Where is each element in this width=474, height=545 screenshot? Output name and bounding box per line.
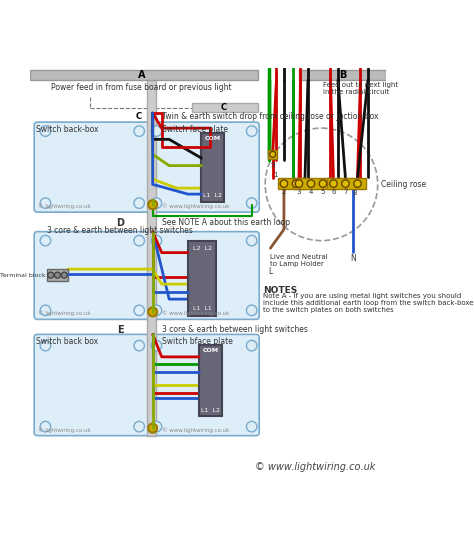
FancyBboxPatch shape [34, 335, 259, 435]
Circle shape [134, 235, 145, 246]
Text: Switch back-box: Switch back-box [36, 125, 99, 134]
Bar [299, 70, 386, 80]
Circle shape [134, 198, 145, 208]
Text: 3: 3 [297, 189, 301, 195]
Text: COM: COM [205, 136, 221, 141]
Text: E: E [117, 325, 124, 335]
Text: 3 core & earth between light switches: 3 core & earth between light switches [162, 325, 308, 335]
Circle shape [246, 421, 257, 432]
Text: © www.lightwiring.co.uk: © www.lightwiring.co.uk [162, 203, 229, 209]
Text: COM: COM [202, 348, 219, 353]
Text: 7: 7 [343, 189, 348, 195]
Bar [278, 178, 305, 189]
FancyBboxPatch shape [34, 232, 259, 319]
Bar [146, 80, 156, 435]
Text: Switch back box: Switch back box [36, 337, 99, 347]
Text: Ceiling rose: Ceiling rose [381, 180, 426, 189]
Circle shape [148, 200, 157, 209]
Text: 3 core & earth between light switches: 3 core & earth between light switches [47, 226, 193, 234]
Circle shape [342, 180, 349, 187]
Text: 6: 6 [331, 189, 336, 195]
Bar [191, 104, 258, 112]
Circle shape [134, 341, 145, 351]
Text: 8: 8 [353, 190, 357, 196]
Circle shape [292, 180, 300, 187]
Text: © www.lightwiring.co.uk: © www.lightwiring.co.uk [162, 311, 229, 317]
Text: N: N [350, 254, 356, 263]
Text: Twin & earth switch drop from ceiling rose or juction box: Twin & earth switch drop from ceiling ro… [162, 112, 378, 120]
Circle shape [134, 421, 145, 432]
Circle shape [40, 198, 51, 208]
Text: C: C [136, 112, 142, 120]
Circle shape [270, 152, 276, 158]
Circle shape [48, 272, 54, 278]
Bar [47, 269, 68, 281]
Text: © www.lightwiring.co.uk: © www.lightwiring.co.uk [162, 427, 229, 433]
Circle shape [307, 180, 315, 187]
Bar [201, 132, 224, 202]
Text: © www.lightwiring.co.uk: © www.lightwiring.co.uk [255, 462, 375, 471]
Circle shape [280, 180, 288, 187]
Circle shape [246, 305, 257, 316]
Circle shape [246, 198, 257, 208]
Text: 4: 4 [309, 189, 313, 195]
Circle shape [319, 180, 327, 187]
Text: Live and Neutral
to Lamp Holder: Live and Neutral to Lamp Holder [271, 254, 328, 267]
Text: A: A [137, 70, 145, 80]
Circle shape [151, 126, 162, 136]
Text: L: L [268, 267, 273, 276]
Text: NOTES: NOTES [263, 286, 297, 295]
Text: © lightwiring.co.uk: © lightwiring.co.uk [38, 311, 91, 317]
Circle shape [148, 307, 157, 317]
Circle shape [148, 423, 157, 433]
Text: Terminal block: Terminal block [0, 272, 46, 277]
Bar [293, 178, 332, 189]
Circle shape [40, 421, 51, 432]
Circle shape [295, 180, 303, 187]
Bar [328, 178, 366, 189]
Text: D: D [117, 218, 125, 228]
FancyBboxPatch shape [34, 122, 259, 212]
Circle shape [151, 235, 162, 246]
Circle shape [246, 126, 257, 136]
Text: Switch face plate: Switch face plate [162, 125, 228, 134]
Text: L1  L1: L1 L1 [193, 306, 211, 311]
Text: B: B [339, 70, 346, 80]
Text: Note A - If you are using metal light switches you should
include this additiona: Note A - If you are using metal light sw… [263, 293, 474, 313]
Bar [188, 241, 217, 316]
Text: See NOTE A about this earth loop: See NOTE A about this earth loop [162, 218, 290, 227]
Text: 1: 1 [273, 172, 278, 178]
Circle shape [134, 126, 145, 136]
Circle shape [151, 341, 162, 351]
Circle shape [55, 272, 60, 278]
Text: Feed out to next light
in the radial circuit: Feed out to next light in the radial cir… [323, 82, 398, 95]
Text: 2: 2 [282, 189, 286, 195]
Circle shape [40, 341, 51, 351]
Circle shape [330, 180, 337, 187]
Circle shape [40, 126, 51, 136]
Circle shape [40, 235, 51, 246]
Text: 9: 9 [271, 162, 275, 168]
Text: L1  L2: L1 L2 [201, 408, 220, 413]
Circle shape [246, 235, 257, 246]
Text: Switch bface plate: Switch bface plate [162, 337, 233, 347]
Circle shape [246, 341, 257, 351]
Circle shape [354, 180, 361, 187]
Text: © lightwiring.co.uk: © lightwiring.co.uk [38, 203, 91, 209]
Circle shape [134, 305, 145, 316]
Bar [199, 345, 222, 416]
Text: © lightwiring.co.uk: © lightwiring.co.uk [38, 427, 91, 433]
Text: Power feed in from fuse board or previous light: Power feed in from fuse board or previou… [51, 83, 232, 92]
Bar [30, 70, 258, 80]
Text: L1  L2: L1 L2 [203, 193, 222, 198]
Circle shape [151, 305, 162, 316]
Circle shape [151, 421, 162, 432]
Text: L2  L2: L2 L2 [193, 246, 212, 251]
Text: 5: 5 [321, 189, 325, 195]
Circle shape [61, 272, 67, 278]
Circle shape [151, 198, 162, 208]
Circle shape [40, 305, 51, 316]
Text: C: C [221, 104, 227, 112]
Bar [268, 150, 277, 159]
